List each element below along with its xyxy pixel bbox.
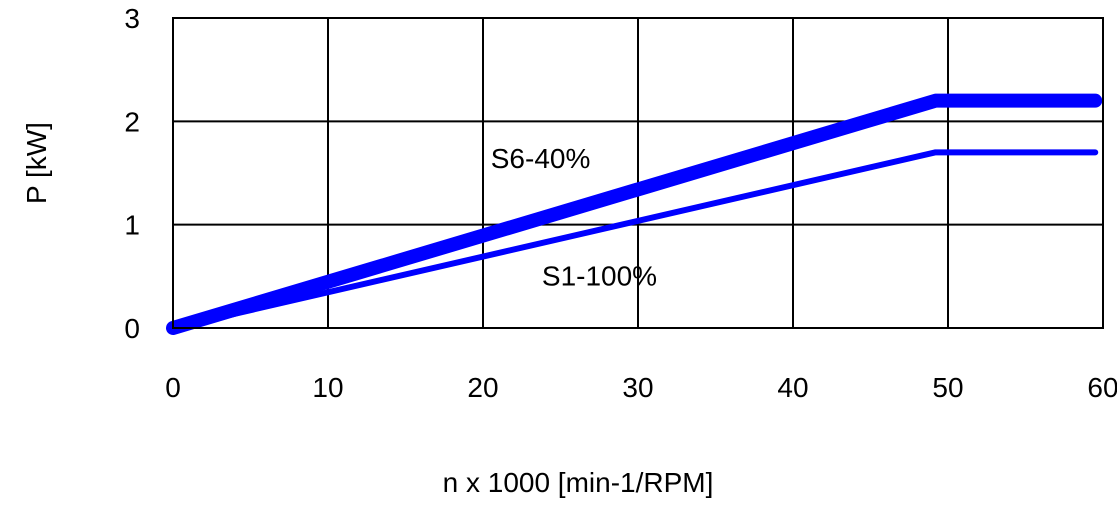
tick-labels: 0 10 20 30 40 50 60 0 1 2 3 <box>124 3 1117 403</box>
series-annotation: S1-100% <box>542 261 657 292</box>
series-line-s6-40- <box>166 93 1103 335</box>
x-tick-label: 30 <box>622 372 653 403</box>
y-tick-label: 0 <box>124 313 140 344</box>
y-tick-label: 3 <box>124 3 140 34</box>
x-tick-label: 0 <box>165 372 181 403</box>
y-tick-label: 1 <box>124 210 140 241</box>
series-lines <box>166 93 1103 335</box>
y-axis-label: P [kW] <box>21 122 52 204</box>
x-tick-label: 60 <box>1087 372 1117 403</box>
series-annotation: S6-40% <box>491 143 591 174</box>
y-tick-label: 2 <box>124 106 140 137</box>
x-tick-label: 20 <box>467 372 498 403</box>
x-tick-label: 40 <box>777 372 808 403</box>
x-tick-label: 10 <box>312 372 343 403</box>
x-tick-label: 50 <box>932 372 963 403</box>
x-axis-label: n x 1000 [min-1/RPM] <box>443 467 714 498</box>
plot-frame <box>172 17 1104 329</box>
series-line-s1-100- <box>170 149 1099 331</box>
annotations: S6-40% S1-100% <box>491 143 657 292</box>
